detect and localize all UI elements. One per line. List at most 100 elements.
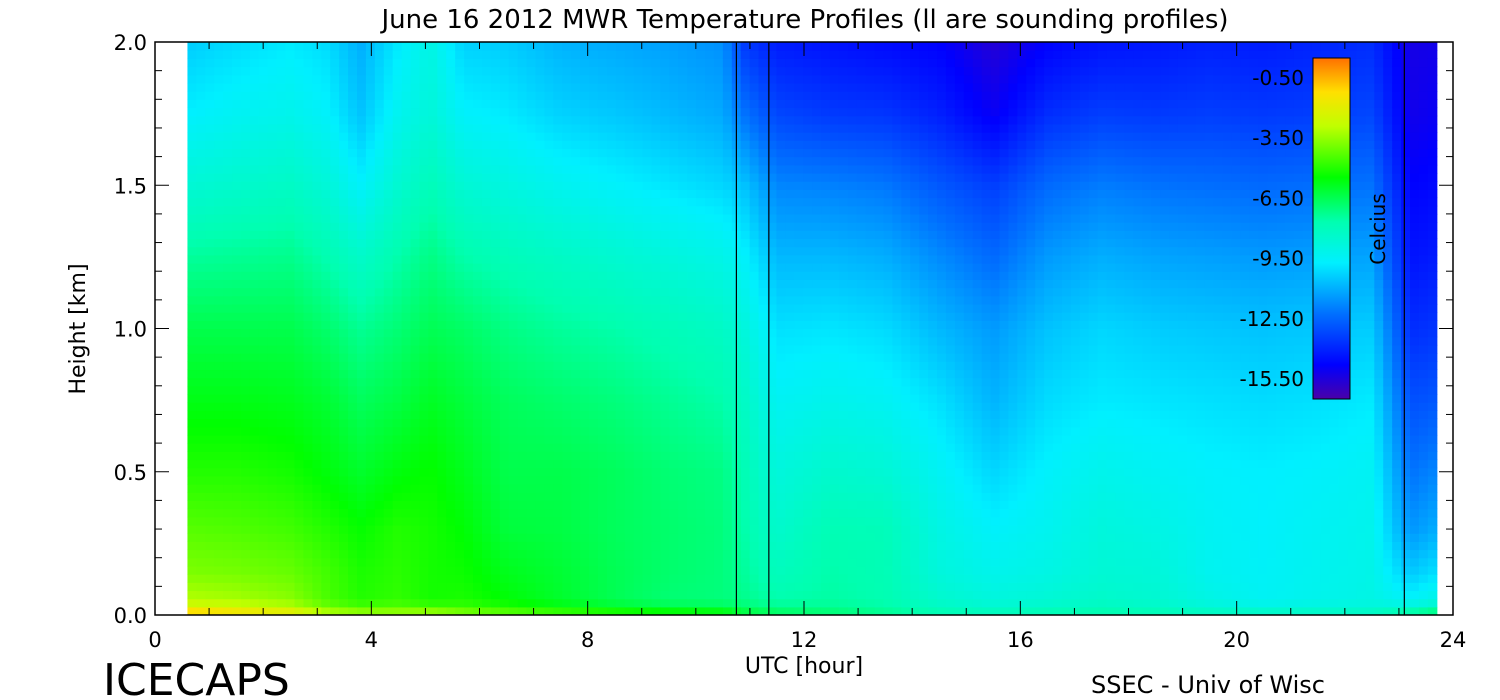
heatmap-cell: [571, 606, 581, 615]
heatmap-cell: [240, 279, 251, 289]
heatmap-cell: [419, 263, 429, 272]
heatmap-cell: [633, 246, 644, 256]
heatmap-cell: [776, 418, 786, 428]
heatmap-cell: [776, 222, 786, 231]
heatmap-cell: [365, 222, 376, 231]
heatmap-cell: [794, 189, 804, 199]
heatmap-cell: [490, 164, 501, 174]
heatmap-cell: [401, 50, 412, 59]
heatmap-cell: [392, 189, 403, 199]
heatmap-cell: [348, 557, 358, 567]
heatmap-cell: [249, 377, 260, 387]
heatmap-cell: [357, 565, 367, 575]
heatmap-cell: [749, 107, 760, 117]
heatmap-cell: [508, 369, 519, 379]
heatmap-cell: [455, 598, 465, 608]
heatmap-cell: [357, 434, 367, 444]
heatmap-cell: [517, 115, 528, 125]
heatmap-cell: [321, 606, 331, 615]
heatmap-cell: [232, 189, 242, 199]
heatmap-cell: [330, 263, 340, 272]
heatmap-cell: [240, 91, 251, 100]
heatmap-cell: [713, 361, 724, 371]
heatmap-cell: [544, 451, 554, 461]
heatmap-cell: [776, 50, 786, 59]
heatmap-cell: [758, 246, 769, 256]
heatmap-cell: [455, 541, 465, 551]
heatmap-cell: [499, 172, 510, 182]
heatmap-cell: [642, 328, 653, 338]
heatmap-cell: [357, 336, 367, 346]
heatmap-cell: [508, 361, 519, 371]
heatmap-cell: [187, 344, 197, 354]
heatmap-cell: [678, 459, 688, 469]
heatmap-cell: [624, 115, 635, 125]
heatmap-cell: [597, 574, 608, 583]
heatmap-cell: [258, 582, 269, 592]
heatmap-cell: [383, 213, 394, 223]
heatmap-cell: [294, 189, 305, 199]
heatmap-cell: [544, 492, 554, 501]
heatmap-cell: [205, 353, 215, 362]
heatmap-cell: [303, 91, 313, 100]
heatmap-cell: [589, 254, 599, 264]
heatmap-cell: [812, 606, 822, 615]
heatmap-cell: [473, 475, 483, 485]
heatmap-cell: [419, 205, 429, 215]
heatmap-cell: [365, 320, 376, 330]
heatmap-cell: [812, 197, 822, 207]
heatmap-cell: [517, 369, 528, 379]
heatmap-cell: [339, 541, 349, 551]
heatmap-cell: [419, 516, 429, 526]
heatmap-cell: [249, 222, 260, 231]
heatmap-cell: [740, 328, 751, 338]
heatmap-cell: [517, 295, 528, 305]
heatmap-cell: [785, 500, 795, 510]
heatmap-cell: [633, 156, 644, 166]
heatmap-cell: [660, 451, 670, 461]
heatmap-cell: [517, 426, 528, 436]
heatmap-cell: [303, 484, 313, 493]
heatmap-cell: [508, 393, 519, 403]
heatmap-cell: [446, 410, 456, 420]
heatmap-cell: [339, 312, 349, 321]
heatmap-cell: [633, 361, 644, 371]
heatmap-cell: [678, 66, 688, 76]
heatmap-cell: [499, 475, 510, 485]
heatmap-cell: [437, 238, 447, 248]
heatmap-cell: [785, 434, 795, 444]
heatmap-cell: [499, 402, 510, 411]
heatmap-cell: [678, 295, 688, 305]
heatmap-cell: [508, 303, 519, 313]
heatmap-cell: [589, 320, 599, 330]
heatmap-cell: [696, 451, 706, 461]
heatmap-cell: [392, 451, 403, 461]
heatmap-cell: [258, 148, 269, 158]
heatmap-cell: [571, 459, 581, 469]
heatmap-cell: [258, 230, 269, 240]
heatmap-cell: [678, 516, 688, 526]
heatmap-cell: [660, 132, 670, 141]
heatmap-cell: [651, 295, 661, 305]
heatmap-cell: [624, 91, 635, 100]
heatmap-cell: [597, 50, 608, 59]
heatmap-cell: [571, 336, 581, 346]
heatmap-cell: [758, 222, 769, 231]
heatmap-cell: [196, 303, 206, 313]
heatmap-cell: [490, 132, 501, 141]
heatmap-cell: [481, 91, 492, 100]
heatmap-cell: [705, 598, 715, 608]
heatmap-cell: [660, 361, 670, 371]
heatmap-cell: [803, 328, 813, 338]
heatmap-cell: [267, 91, 278, 100]
heatmap-cell: [232, 287, 242, 297]
heatmap-cell: [535, 336, 545, 346]
heatmap-cell: [571, 426, 581, 436]
heatmap-cell: [240, 410, 251, 420]
heatmap-cell: [749, 263, 760, 272]
heatmap-cell: [785, 66, 795, 76]
heatmap-cell: [499, 205, 510, 215]
heatmap-cell: [615, 213, 626, 223]
heatmap-cell: [758, 524, 769, 534]
heatmap-cell: [339, 148, 349, 158]
